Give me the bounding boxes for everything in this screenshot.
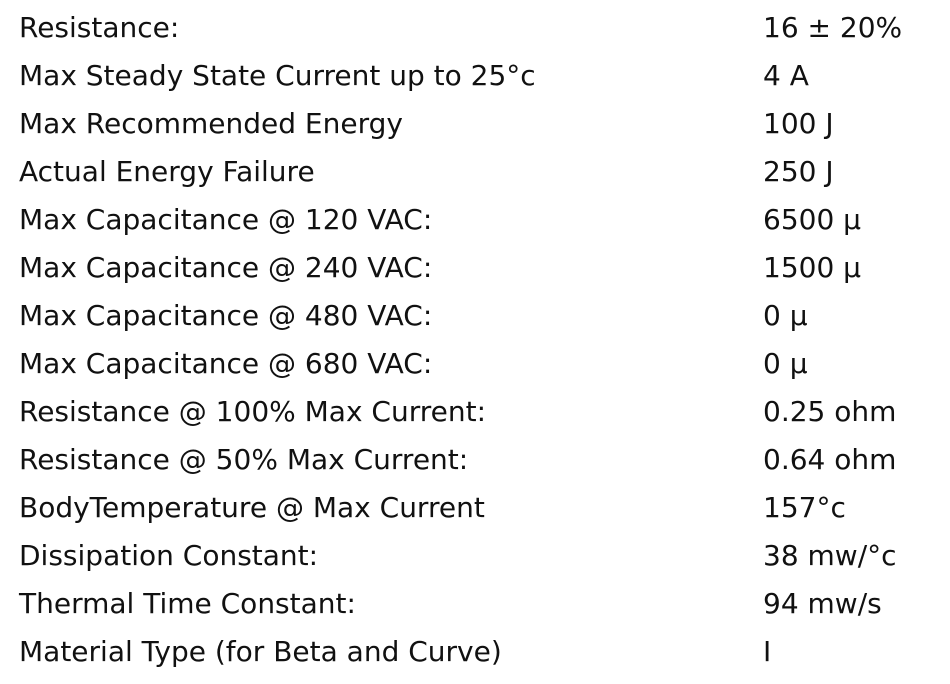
- spec-label: Resistance:: [19, 11, 180, 44]
- spec-row: BodyTemperature @ Max Current 157°c: [0, 484, 950, 532]
- spec-label: Max Capacitance @ 680 VAC:: [19, 347, 433, 380]
- spec-label: Thermal Time Constant:: [19, 587, 356, 620]
- spec-label: Max Capacitance @ 120 VAC:: [19, 203, 433, 236]
- spec-label: Max Steady State Current up to 25°c: [19, 59, 536, 92]
- spec-value: 157°c: [763, 491, 846, 524]
- spec-value: 250 J: [763, 155, 834, 188]
- spec-value: 94 mw/s: [763, 587, 882, 620]
- spec-value: 100 J: [763, 107, 834, 140]
- spec-row: Resistance @ 100% Max Current: 0.25 ohm: [0, 388, 950, 436]
- spec-row: Thermal Time Constant: 94 mw/s: [0, 580, 950, 628]
- spec-label: Dissipation Constant:: [19, 539, 319, 572]
- spec-value: 4 A: [763, 59, 809, 92]
- spec-label: Resistance @ 100% Max Current:: [19, 395, 487, 428]
- spec-label: BodyTemperature @ Max Current: [19, 491, 485, 524]
- spec-value: 16 ± 20%: [763, 11, 903, 44]
- spec-row: Max Capacitance @ 120 VAC: 6500 µ: [0, 196, 950, 244]
- spec-row: Dissipation Constant: 38 mw/°c: [0, 532, 950, 580]
- spec-value: 0 µ: [763, 299, 808, 332]
- spec-label: Max Capacitance @ 240 VAC:: [19, 251, 433, 284]
- spec-row: Max Capacitance @ 240 VAC: 1500 µ: [0, 244, 950, 292]
- spec-value: 0.25 ohm: [763, 395, 897, 428]
- spec-value: 0.64 ohm: [763, 443, 897, 476]
- spec-value: 0 µ: [763, 347, 808, 380]
- spec-row: Max Steady State Current up to 25°c 4 A: [0, 52, 950, 100]
- spec-row: Max Recommended Energy 100 J: [0, 100, 950, 148]
- spec-label: Max Capacitance @ 480 VAC:: [19, 299, 433, 332]
- spec-label: Actual Energy Failure: [19, 155, 315, 188]
- spec-value: I: [763, 635, 772, 668]
- spec-row: Actual Energy Failure 250 J: [0, 148, 950, 196]
- spec-row: Resistance: 16 ± 20%: [0, 4, 950, 52]
- spec-row: Max Capacitance @ 680 VAC: 0 µ: [0, 340, 950, 388]
- spec-label: Resistance @ 50% Max Current:: [19, 443, 469, 476]
- spec-row: Max Capacitance @ 480 VAC: 0 µ: [0, 292, 950, 340]
- spec-value: 6500 µ: [763, 203, 861, 236]
- spec-label: Max Recommended Energy: [19, 107, 403, 140]
- spec-value: 38 mw/°c: [763, 539, 897, 572]
- spec-value: 1500 µ: [763, 251, 861, 284]
- spec-row: Material Type (for Beta and Curve) I: [0, 628, 950, 676]
- spec-row: Resistance @ 50% Max Current: 0.64 ohm: [0, 436, 950, 484]
- spec-label: Material Type (for Beta and Curve): [19, 635, 502, 668]
